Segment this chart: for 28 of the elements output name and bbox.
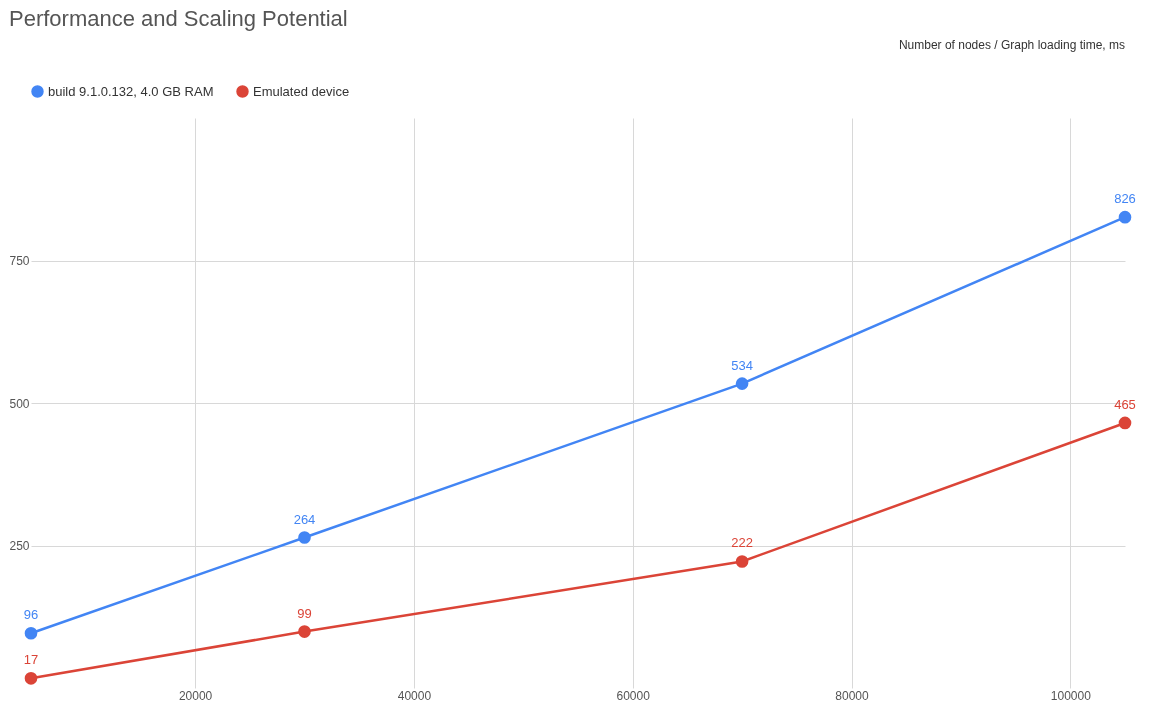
y-tick-label: 250	[9, 539, 30, 553]
legend-label: Emulated device	[253, 83, 350, 99]
data-label: 222	[731, 535, 753, 551]
y-tick-label: 500	[9, 396, 30, 411]
x-tick-label: 20000	[178, 688, 213, 703]
y-tick-label: 750	[9, 254, 30, 268]
x-tick-label: 100000	[1050, 688, 1092, 703]
point	[298, 625, 311, 638]
data-label: 17	[23, 652, 39, 668]
point	[298, 531, 311, 544]
data-label: 534	[731, 357, 753, 373]
point	[735, 555, 749, 568]
point	[1118, 210, 1132, 224]
data-label: 826	[1114, 191, 1136, 207]
point	[735, 377, 749, 390]
data-label: 264	[293, 511, 316, 527]
data-label: 99	[297, 605, 312, 621]
chart-title: Performance and Scaling Potential	[8, 6, 348, 31]
x-tick-label: 80000	[835, 688, 870, 703]
data-label: 96	[23, 607, 39, 623]
point	[24, 672, 38, 685]
legend-label: build 9.1.0.132, 4.0 GB RAM	[48, 83, 214, 99]
x-tick-label: 60000	[616, 688, 651, 703]
point	[24, 626, 38, 640]
point	[1118, 416, 1132, 430]
x-tick-label: 40000	[397, 688, 432, 703]
data-label: 465	[1114, 396, 1136, 412]
text: Number of nodes / Graph loading time, ms	[898, 38, 1125, 52]
